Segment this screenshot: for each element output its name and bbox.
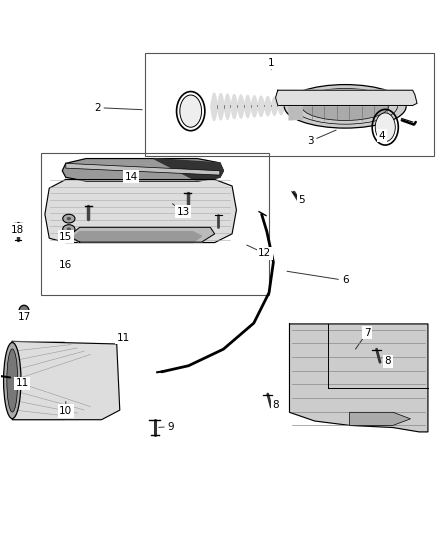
Text: 1: 1 <box>268 58 275 68</box>
Ellipse shape <box>284 85 406 128</box>
Ellipse shape <box>7 349 18 412</box>
Polygon shape <box>276 90 417 106</box>
Polygon shape <box>66 163 220 175</box>
Text: 11: 11 <box>117 333 130 343</box>
Text: 6: 6 <box>342 276 349 286</box>
Text: 14: 14 <box>124 172 138 182</box>
Text: 8: 8 <box>272 400 279 410</box>
Text: 10: 10 <box>59 406 72 416</box>
Ellipse shape <box>4 342 21 418</box>
Text: 15: 15 <box>59 232 72 242</box>
Ellipse shape <box>180 95 201 127</box>
Bar <box>145 53 434 156</box>
Ellipse shape <box>63 225 75 233</box>
Text: 17: 17 <box>18 312 31 321</box>
Text: 9: 9 <box>168 422 174 432</box>
Text: 2: 2 <box>94 103 100 112</box>
Polygon shape <box>62 158 223 181</box>
Ellipse shape <box>302 92 389 120</box>
Polygon shape <box>69 228 215 242</box>
Text: 4: 4 <box>379 131 385 141</box>
Ellipse shape <box>19 305 29 318</box>
Ellipse shape <box>63 214 75 223</box>
Text: 16: 16 <box>59 260 72 270</box>
Text: 7: 7 <box>364 328 370 337</box>
Ellipse shape <box>67 228 71 231</box>
Polygon shape <box>350 413 410 425</box>
Text: 18: 18 <box>11 225 25 235</box>
Polygon shape <box>154 158 223 181</box>
Text: 12: 12 <box>258 248 271 259</box>
Text: 11: 11 <box>16 378 29 388</box>
Text: 3: 3 <box>307 136 314 146</box>
Text: 13: 13 <box>177 207 190 216</box>
Ellipse shape <box>375 113 395 142</box>
Bar <box>41 154 269 295</box>
Polygon shape <box>71 232 201 243</box>
Ellipse shape <box>67 217 71 220</box>
Text: 8: 8 <box>385 357 391 366</box>
Polygon shape <box>45 180 237 243</box>
Polygon shape <box>290 324 428 432</box>
Text: 5: 5 <box>298 196 305 205</box>
Polygon shape <box>10 341 120 419</box>
